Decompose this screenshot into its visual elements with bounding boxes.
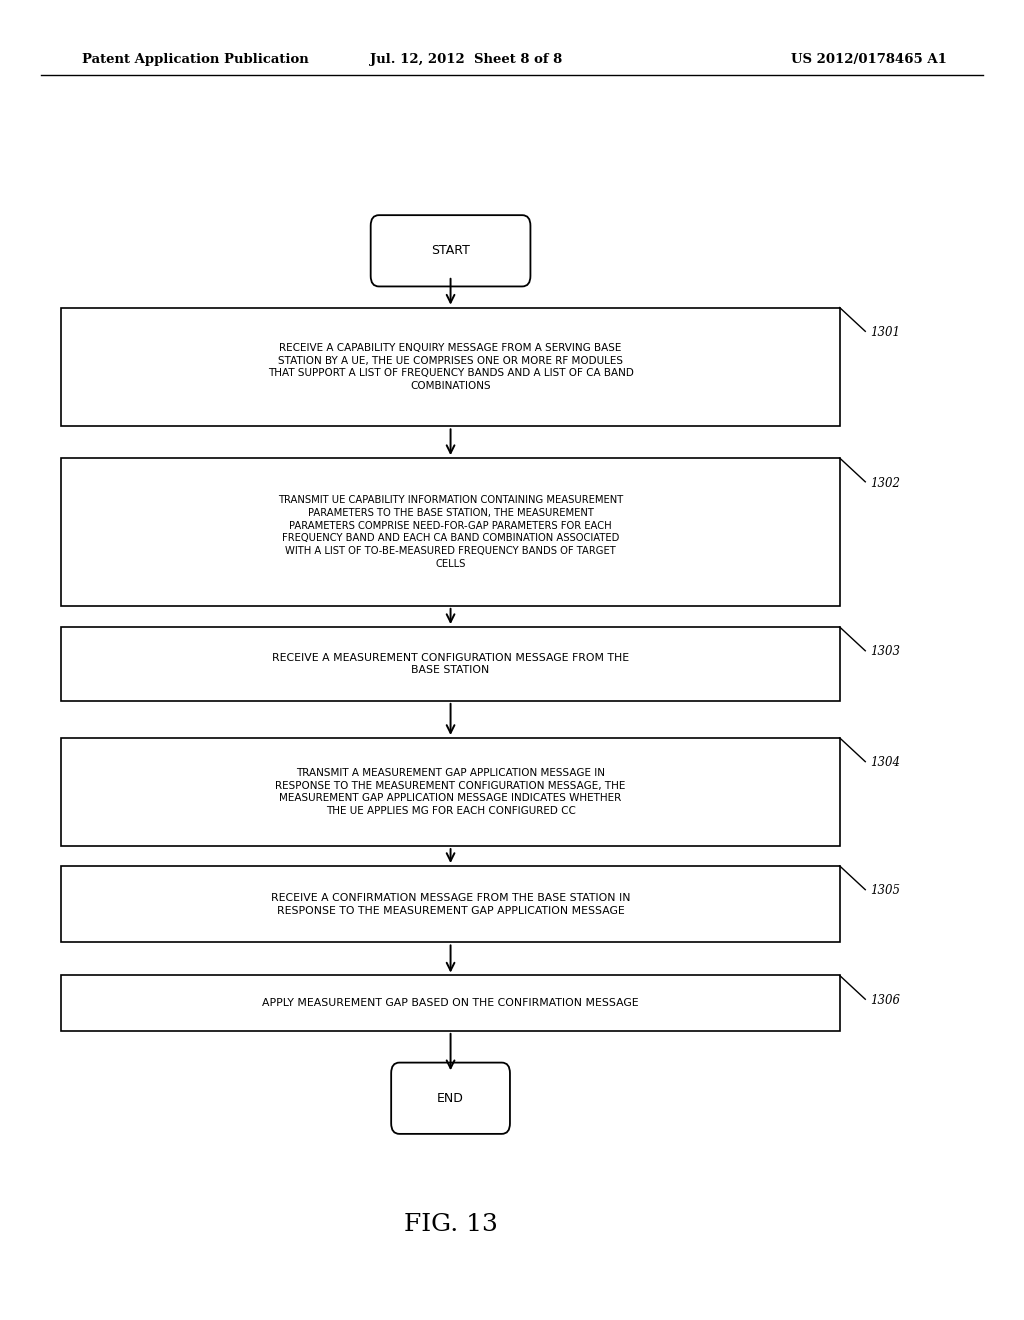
Text: RECEIVE A CAPABILITY ENQUIRY MESSAGE FROM A SERVING BASE
STATION BY A UE, THE UE: RECEIVE A CAPABILITY ENQUIRY MESSAGE FRO… bbox=[267, 343, 634, 391]
Text: START: START bbox=[431, 244, 470, 257]
Bar bbox=[61, 308, 840, 426]
Text: 1305: 1305 bbox=[870, 884, 900, 898]
FancyBboxPatch shape bbox=[391, 1063, 510, 1134]
Text: 1303: 1303 bbox=[870, 645, 900, 659]
Text: END: END bbox=[437, 1092, 464, 1105]
Bar bbox=[61, 458, 840, 606]
Text: TRANSMIT A MEASUREMENT GAP APPLICATION MESSAGE IN
RESPONSE TO THE MEASUREMENT CO: TRANSMIT A MEASUREMENT GAP APPLICATION M… bbox=[275, 768, 626, 816]
Text: 1306: 1306 bbox=[870, 994, 900, 1007]
Text: FIG. 13: FIG. 13 bbox=[403, 1213, 498, 1237]
Text: 1302: 1302 bbox=[870, 477, 900, 490]
Text: Jul. 12, 2012  Sheet 8 of 8: Jul. 12, 2012 Sheet 8 of 8 bbox=[370, 53, 562, 66]
Bar bbox=[61, 866, 840, 942]
Text: US 2012/0178465 A1: US 2012/0178465 A1 bbox=[792, 53, 947, 66]
Bar bbox=[61, 975, 840, 1031]
Text: 1301: 1301 bbox=[870, 326, 900, 339]
FancyBboxPatch shape bbox=[371, 215, 530, 286]
Text: Patent Application Publication: Patent Application Publication bbox=[82, 53, 308, 66]
Text: RECEIVE A CONFIRMATION MESSAGE FROM THE BASE STATION IN
RESPONSE TO THE MEASUREM: RECEIVE A CONFIRMATION MESSAGE FROM THE … bbox=[270, 892, 631, 916]
Bar bbox=[61, 738, 840, 846]
Text: RECEIVE A MEASUREMENT CONFIGURATION MESSAGE FROM THE
BASE STATION: RECEIVE A MEASUREMENT CONFIGURATION MESS… bbox=[272, 652, 629, 676]
Text: TRANSMIT UE CAPABILITY INFORMATION CONTAINING MEASUREMENT
PARAMETERS TO THE BASE: TRANSMIT UE CAPABILITY INFORMATION CONTA… bbox=[278, 495, 624, 569]
Text: 1304: 1304 bbox=[870, 756, 900, 770]
Text: APPLY MEASUREMENT GAP BASED ON THE CONFIRMATION MESSAGE: APPLY MEASUREMENT GAP BASED ON THE CONFI… bbox=[262, 998, 639, 1008]
Bar bbox=[61, 627, 840, 701]
